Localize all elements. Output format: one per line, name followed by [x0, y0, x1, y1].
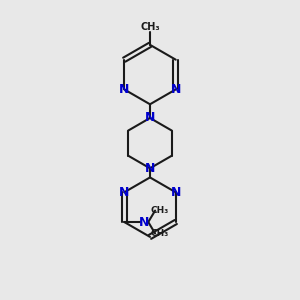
Text: N: N [145, 162, 155, 175]
Text: N: N [119, 186, 129, 199]
Text: CH₃: CH₃ [151, 206, 169, 215]
Text: N: N [119, 83, 129, 96]
Text: N: N [139, 215, 149, 229]
Text: CH₃: CH₃ [140, 22, 160, 32]
Text: N: N [171, 186, 181, 199]
Text: N: N [171, 83, 181, 96]
Text: N: N [145, 112, 155, 124]
Text: CH₃: CH₃ [151, 229, 169, 238]
